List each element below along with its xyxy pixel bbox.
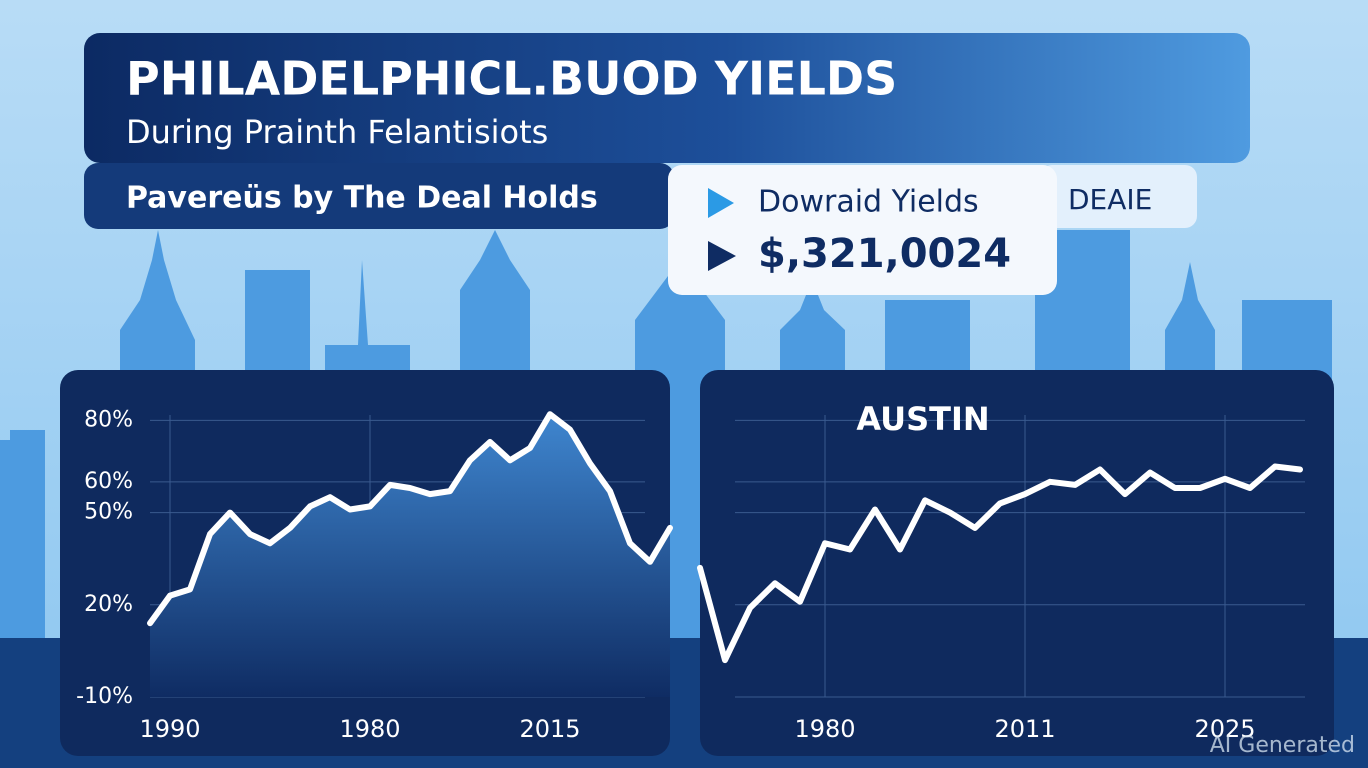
y-tick-label: 20%: [84, 592, 133, 617]
page-subtitle: During Prainth Felantisiots: [126, 113, 548, 151]
tagline: Pavereüs by The Deal Holds: [126, 181, 598, 216]
banner-strip: [84, 163, 674, 229]
y-tick-label: -10%: [76, 684, 133, 709]
y-tick-label: 60%: [84, 469, 133, 494]
line: [697, 463, 1303, 664]
area: [150, 414, 670, 697]
chart-title: AUSTIN: [856, 400, 989, 438]
page-title: PHILADELPHICL.BUOD YIELDS: [126, 52, 897, 106]
card-icon: [708, 188, 734, 218]
chart-panel: [700, 370, 1334, 756]
x-tick-label: 2015: [519, 715, 580, 743]
x-tick-label: 1980: [794, 715, 855, 743]
badge-box: [1040, 165, 1197, 228]
x-tick-label: 1990: [139, 715, 200, 743]
line: [147, 411, 673, 627]
card-label: Dowraid Yields: [758, 185, 979, 220]
x-tick-label: 1980: [339, 715, 400, 743]
badge: DEAIE: [1068, 183, 1152, 216]
x-tick-label: 2011: [994, 715, 1055, 743]
y-tick-label: 80%: [84, 407, 133, 432]
y-tick-label: 50%: [84, 500, 133, 525]
x-tick-label: 2025: [1194, 715, 1255, 743]
watermark: AI Generated: [1210, 733, 1355, 758]
card: [668, 165, 1057, 295]
card-value: $,321,0024: [758, 231, 1011, 277]
banner: [84, 33, 1250, 163]
card-icon: [708, 241, 736, 271]
charts: 80% 60% 50% 20% -10%1990 1980 2015 1980 2011 2025…: [76, 400, 1305, 743]
